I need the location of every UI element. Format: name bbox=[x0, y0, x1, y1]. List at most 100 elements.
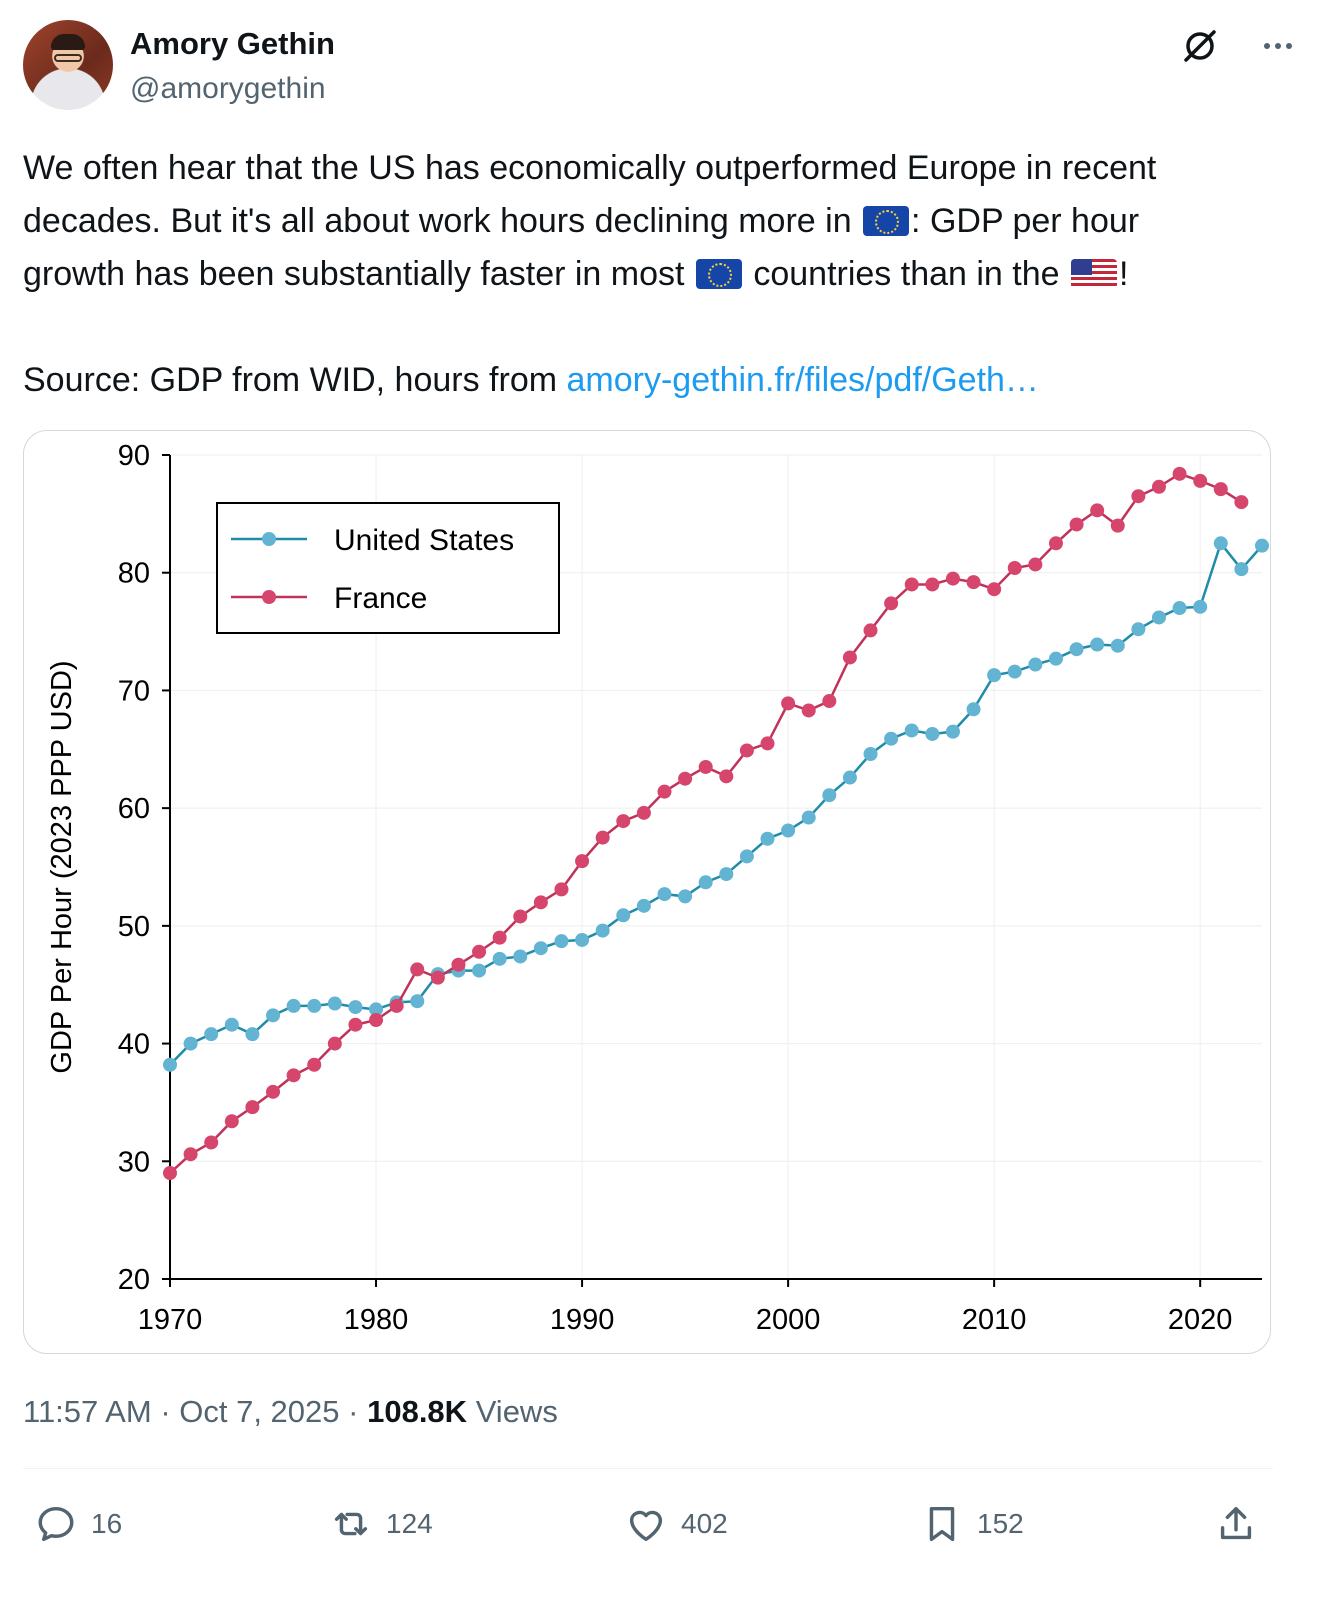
data-point-us bbox=[904, 723, 919, 738]
y-tick-label: 20 bbox=[118, 1264, 150, 1296]
data-point-us bbox=[636, 898, 651, 913]
data-point-us bbox=[245, 1027, 260, 1042]
reply-count: 16 bbox=[91, 1508, 123, 1539]
action-bar: 16 124 402 152 bbox=[23, 1496, 1273, 1552]
meta-separator: · bbox=[348, 1394, 368, 1429]
data-point-us bbox=[739, 849, 754, 864]
data-point-us bbox=[842, 770, 857, 785]
data-point-us bbox=[698, 875, 713, 890]
source-link[interactable]: amory-gethin.fr/files/pdf/Geth… bbox=[566, 361, 1039, 399]
data-point-us bbox=[884, 731, 899, 746]
y-tick-label: 70 bbox=[118, 675, 150, 707]
legend-label: France bbox=[334, 582, 427, 615]
data-point-france bbox=[1007, 561, 1022, 576]
data-point-france bbox=[224, 1114, 239, 1129]
tweet-time[interactable]: 11:57 AM bbox=[23, 1394, 152, 1429]
data-point-france bbox=[307, 1057, 322, 1072]
tweet-text-line3a: growth has been substantially faster in … bbox=[23, 255, 694, 293]
data-point-us bbox=[1151, 610, 1166, 625]
data-point-france bbox=[554, 882, 569, 897]
author-name[interactable]: Amory Gethin bbox=[130, 26, 335, 61]
legend-marker bbox=[262, 532, 276, 546]
share-button[interactable] bbox=[1213, 1496, 1259, 1552]
legend: United States France bbox=[216, 502, 560, 634]
x-tick-label: 2020 bbox=[1168, 1304, 1233, 1336]
data-point-france bbox=[987, 582, 1002, 597]
avatar[interactable] bbox=[23, 20, 113, 110]
data-point-us bbox=[1131, 622, 1146, 637]
data-point-france bbox=[410, 962, 425, 977]
data-point-france bbox=[595, 830, 610, 845]
data-point-us bbox=[575, 932, 590, 947]
data-point-us bbox=[1255, 538, 1269, 553]
data-point-france bbox=[1193, 473, 1208, 488]
data-point-us bbox=[822, 788, 837, 803]
data-point-us bbox=[801, 810, 816, 825]
data-point-france bbox=[884, 596, 899, 611]
legend-marker bbox=[262, 590, 276, 604]
data-point-us bbox=[1213, 536, 1228, 551]
data-point-us bbox=[163, 1057, 177, 1072]
data-point-us bbox=[616, 908, 631, 923]
chart-image[interactable]: 20 30 40 50 60 70 80 90 1970 1980 1990 2000 2010 2020… bbox=[23, 430, 1271, 1354]
y-tick-label: 80 bbox=[118, 558, 150, 590]
data-point-france bbox=[533, 895, 548, 910]
bookmark-count: 152 bbox=[977, 1508, 1024, 1539]
data-point-france bbox=[678, 771, 693, 786]
repost-button[interactable]: 124 bbox=[328, 1496, 433, 1552]
reply-icon bbox=[38, 1506, 74, 1542]
legend-box bbox=[216, 502, 560, 634]
like-button[interactable]: 402 bbox=[623, 1496, 728, 1552]
data-point-france bbox=[513, 909, 528, 924]
data-point-france bbox=[760, 736, 775, 751]
data-point-us bbox=[1028, 657, 1043, 672]
line-chart: 20 30 40 50 60 70 80 90 1970 1980 1990 2000 2010 2020… bbox=[46, 440, 1269, 1336]
data-point-us bbox=[1110, 638, 1125, 653]
data-point-us bbox=[224, 1017, 239, 1032]
data-point-france bbox=[616, 814, 631, 829]
data-point-us bbox=[1172, 601, 1187, 616]
data-point-france bbox=[266, 1084, 281, 1099]
source-prefix: Source: GDP from WID, hours from bbox=[23, 361, 567, 399]
tweet-text-line3c: ! bbox=[1119, 255, 1129, 293]
data-point-us bbox=[595, 923, 610, 938]
data-point-us bbox=[410, 994, 425, 1009]
tweet-header: Amory Gethin @amorygethin bbox=[23, 20, 1298, 110]
views-label: Views bbox=[475, 1394, 558, 1429]
data-point-france bbox=[204, 1135, 219, 1150]
views-count: 108.8K bbox=[367, 1394, 468, 1429]
data-point-france bbox=[636, 805, 651, 820]
bookmark-button[interactable]: 152 bbox=[919, 1496, 1024, 1552]
data-point-us bbox=[863, 746, 878, 761]
author-handle[interactable]: @amorygethin bbox=[130, 72, 326, 105]
data-point-us bbox=[513, 949, 528, 964]
data-point-us bbox=[554, 934, 569, 949]
data-point-france bbox=[1048, 536, 1063, 551]
x-tick-label: 2010 bbox=[962, 1304, 1027, 1336]
data-point-us bbox=[472, 963, 487, 978]
data-point-us bbox=[657, 887, 672, 902]
x-tick-label: 1970 bbox=[138, 1304, 203, 1336]
avatar-hair bbox=[51, 34, 85, 50]
data-point-us bbox=[1193, 599, 1208, 614]
more-icon[interactable] bbox=[1258, 26, 1298, 66]
data-point-us bbox=[492, 951, 507, 966]
like-count: 402 bbox=[681, 1508, 728, 1539]
data-point-france bbox=[945, 571, 960, 586]
data-point-us bbox=[760, 831, 775, 846]
data-point-france bbox=[1172, 466, 1187, 481]
eu-flag-icon bbox=[863, 206, 910, 236]
tweet-text-line2b: : GDP per hour bbox=[911, 202, 1140, 240]
data-point-france bbox=[781, 696, 796, 711]
data-point-us bbox=[1007, 664, 1022, 679]
reply-button[interactable]: 16 bbox=[33, 1496, 122, 1552]
grok-icon[interactable] bbox=[1180, 26, 1220, 66]
y-tick-label: 90 bbox=[118, 440, 150, 472]
data-point-us bbox=[1090, 637, 1105, 652]
data-point-france bbox=[1151, 479, 1166, 494]
data-point-us bbox=[678, 889, 693, 904]
bookmark-icon bbox=[929, 1506, 955, 1542]
us-flag-icon bbox=[1071, 259, 1117, 289]
data-point-france bbox=[739, 743, 754, 758]
tweet-date[interactable]: Oct 7, 2025 bbox=[179, 1394, 340, 1429]
